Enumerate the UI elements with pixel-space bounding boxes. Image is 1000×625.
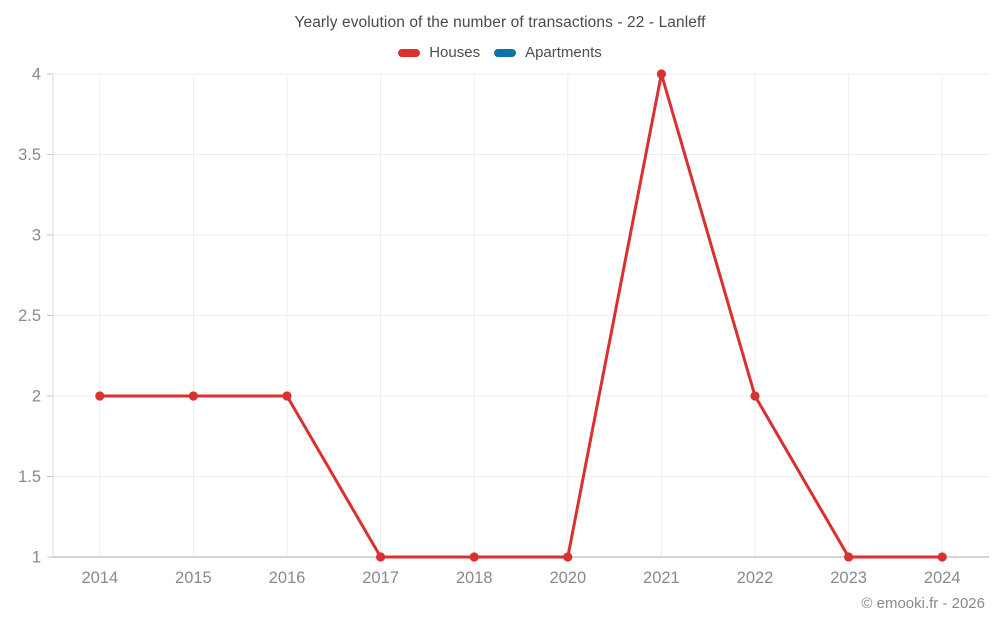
houses-data-point	[656, 69, 667, 79]
x-axis-tick-label: 2023	[830, 569, 867, 587]
x-axis-tick-label: 2021	[643, 569, 680, 587]
houses-data-point	[95, 391, 105, 401]
y-axis-tick-label: 2	[32, 388, 41, 406]
apartments-series-swatch-icon	[494, 48, 517, 57]
chart-title: Yearly evolution of the number of transa…	[294, 14, 706, 31]
houses-data-point	[563, 552, 573, 562]
x-axis-tick-label: 2018	[456, 569, 493, 587]
y-axis-tick-label: 1.5	[18, 468, 41, 486]
y-axis-tick-label: 1	[32, 549, 41, 567]
houses-data-point	[282, 391, 292, 401]
houses-data-point	[937, 552, 947, 562]
x-axis-tick-label: 2016	[269, 569, 306, 587]
houses-series-swatch-icon	[398, 48, 421, 57]
legend-label-apartments: Apartments	[525, 44, 602, 61]
x-axis-tick-label: 2022	[737, 569, 774, 587]
houses-data-point	[844, 552, 854, 562]
y-axis-tick-label: 3	[32, 227, 41, 245]
legend-label-houses: Houses	[429, 44, 481, 61]
x-axis-tick-label: 2017	[362, 569, 399, 587]
houses-data-point	[750, 391, 760, 401]
legend-item-houses[interactable]: Houses	[398, 44, 480, 61]
houses-data-point	[376, 552, 386, 562]
footer-credit: © emooki.fr - 2026	[861, 595, 985, 612]
y-axis-tick-label: 4	[32, 66, 41, 84]
houses-series-line	[98, 72, 944, 559]
houses-data-point	[469, 552, 479, 562]
x-axis-tick-label: 2020	[549, 569, 586, 587]
y-axis-tick-label: 2.5	[18, 307, 41, 325]
x-axis-tick-label: 2014	[81, 569, 118, 587]
x-axis-tick-label: 2015	[175, 569, 212, 587]
chart-legend: Houses Apartments	[0, 44, 1000, 61]
legend-item-apartments[interactable]: Apartments	[494, 44, 602, 61]
houses-data-point	[188, 391, 198, 401]
x-axis-tick-label: 2024	[924, 569, 961, 587]
y-axis-tick-label: 3.5	[18, 146, 41, 164]
